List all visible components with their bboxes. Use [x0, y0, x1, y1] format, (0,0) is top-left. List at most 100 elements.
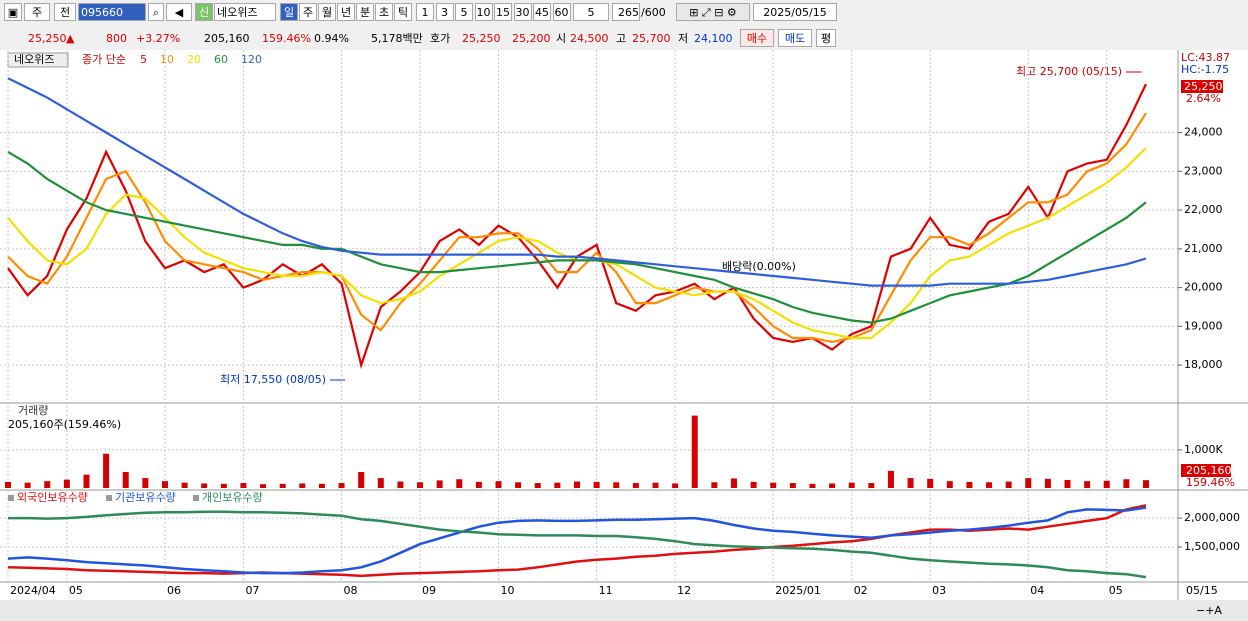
zoom-controls[interactable]: −+A [1196, 604, 1222, 617]
toolbar-button[interactable]: 틱 [394, 3, 412, 21]
volume-bar [299, 483, 306, 488]
volume-bar [1123, 479, 1130, 488]
volume-bar [574, 481, 580, 488]
count-input[interactable]: 265 [612, 3, 640, 21]
volume-bar [907, 478, 914, 488]
date-input[interactable]: 2025/05/15 [753, 3, 837, 21]
volume-bar [593, 481, 600, 488]
toolbar-button[interactable]: 30 [513, 3, 532, 21]
sound-button[interactable]: ◀ [166, 3, 192, 21]
toolbar-button[interactable]: 10 [474, 3, 493, 21]
x-tick-label: 05 [1109, 584, 1123, 597]
volume-bar [946, 481, 953, 488]
open: 24,500 [570, 32, 609, 45]
turnover: 0.94% [314, 32, 349, 45]
toolbar-button[interactable]: 1 [416, 3, 434, 21]
volume-bar [711, 482, 718, 488]
volume-bar [44, 481, 51, 488]
dividend-annotation: 배당락(0.00%) [722, 260, 796, 273]
chart-bg [0, 50, 1248, 600]
toolbar-button[interactable]: 5 [455, 3, 473, 21]
y-tick-label: 2,000,000 [1184, 511, 1240, 524]
y-tick-label: 23,000 [1184, 164, 1223, 177]
x-tick-label: 11 [599, 584, 613, 597]
toolbar-button[interactable]: 일 [280, 3, 298, 21]
open-label: 시 [556, 32, 567, 45]
stock-name: 네오위즈 [214, 3, 276, 21]
search-button[interactable]: ⌕ [148, 3, 164, 21]
volume-bar [495, 481, 502, 488]
toolbar-button[interactable]: 월 [318, 3, 336, 21]
volume-bar [142, 478, 149, 488]
volume: 205,160 [204, 32, 250, 45]
market-select[interactable]: 주 [24, 3, 50, 21]
avg-button[interactable]: 평 [816, 29, 836, 47]
tool-buttons[interactable]: ⊞ ⤢ ⊟ ⚙ [676, 3, 750, 21]
prev-button[interactable]: 전 [54, 3, 76, 21]
legend-entry: 120 [241, 53, 262, 66]
icon-button[interactable]: ▣ [4, 3, 22, 21]
x-tick-label: 03 [932, 584, 946, 597]
y-tick-label: 1,000K [1184, 443, 1223, 456]
buy-button[interactable]: 매수 [740, 29, 774, 47]
volume-bar [1044, 478, 1051, 488]
volume-bar [181, 482, 188, 488]
change-pct: +3.27% [136, 32, 181, 45]
series-line [7, 77, 1147, 287]
arrow: ▲ [66, 32, 75, 45]
y-tick-label: 24,000 [1184, 126, 1223, 139]
change: 800 [106, 32, 127, 45]
volume-bar [63, 479, 70, 488]
legend-entry: 60 [214, 53, 228, 66]
toolbar-button[interactable]: 60 [552, 3, 571, 21]
x-tick-label: 06 [167, 584, 181, 597]
bid-label: 호가 [430, 32, 451, 45]
code-input[interactable]: 095660 [78, 3, 146, 21]
legend-entry: 외국인보유수량 [17, 491, 88, 504]
volume-subtitle: 205,160주(159.46%) [8, 418, 121, 431]
volume-bar [397, 481, 404, 488]
volume-bar [436, 480, 443, 488]
last-volume: 205,160 [1186, 464, 1232, 477]
x-tick-label: 2024/04 [10, 584, 56, 597]
volume-bar [1143, 480, 1149, 488]
toolbar-button[interactable]: 초 [375, 3, 393, 21]
high-annotation: 최고 25,700 (05/15) [1016, 65, 1122, 78]
low-annotation: 최저 17,550 (08/05) [220, 373, 326, 386]
y-tick-label: 18,000 [1184, 358, 1223, 371]
legend-entry: 20 [187, 53, 201, 66]
x-tick-label: 05 [69, 584, 83, 597]
volume-bar [829, 483, 836, 488]
toolbar-button[interactable]: 년 [337, 3, 355, 21]
x-tick-label: 10 [501, 584, 515, 597]
scrollbar[interactable] [0, 600, 1248, 621]
legend-entry: 개인보유수량 [202, 491, 263, 504]
lc-label: LC:43.87 [1181, 51, 1230, 64]
quote-bar: 25,250 ▲ 800 +3.27% 205,160 159.46% 0.94… [0, 28, 1248, 51]
toolbar-button[interactable]: 주 [299, 3, 317, 21]
volume-bar [5, 481, 11, 488]
toolbar-button[interactable]: 3 [435, 3, 454, 21]
toolbar-button[interactable]: 분 [356, 3, 374, 21]
volume-bar [887, 470, 894, 488]
series-line [7, 112, 1147, 344]
volume-bar [809, 483, 816, 488]
last-volume-pct: 159.46% [1186, 476, 1235, 489]
y-tick-label: 1,500,000 [1184, 540, 1240, 553]
toolbar: ▣ 주 전 095660 ⌕ ◀ 신 네오위즈 5 265 /600 ⊞ ⤢ ⊟… [0, 0, 1248, 29]
volume-bar [691, 415, 698, 488]
high-label: 고 [616, 32, 627, 45]
toolbar-button[interactable]: 45 [533, 3, 551, 21]
y-tick-label: 19,000 [1184, 319, 1223, 332]
interval-select[interactable]: 5 [573, 3, 609, 21]
sell-button[interactable]: 매도 [778, 29, 812, 47]
legend-swatch [106, 495, 112, 501]
series-line [7, 150, 1147, 324]
volume-bar [986, 482, 993, 488]
volume-bar [554, 482, 561, 488]
volume-bar [515, 482, 522, 488]
hc-label: HC:-1.75 [1181, 63, 1229, 76]
toolbar-button[interactable]: 15 [494, 3, 512, 21]
volume-bar [24, 482, 31, 488]
x-tick-label: 08 [344, 584, 358, 597]
